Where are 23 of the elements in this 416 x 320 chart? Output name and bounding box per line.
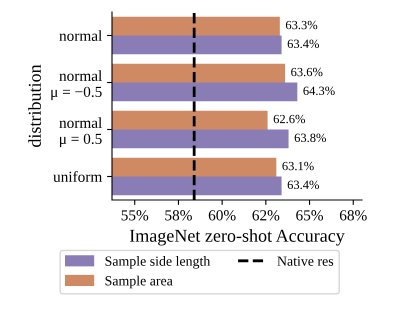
- data-label: 62.6%: [274, 114, 306, 124]
- legend-label: Sample side length: [106, 256, 210, 269]
- data-label: 63.1%: [282, 162, 314, 170]
- x-tick-label: 68%: [340, 210, 367, 221]
- data-label: 63.4%: [288, 180, 319, 190]
- y-tick-label: normal μ = 0.5: [59, 117, 102, 148]
- data-label: 63.8%: [294, 134, 326, 142]
- legend-label: Native res: [277, 256, 334, 266]
- data-label: 63.4%: [288, 40, 319, 48]
- y-tick-label: normal: [59, 30, 102, 41]
- x-tick-label: 65%: [296, 210, 324, 221]
- legend-label: Sample area: [106, 276, 173, 288]
- data-label: 64.3%: [303, 86, 335, 96]
- x-tick-label: 55%: [122, 210, 148, 221]
- x-axis-title: ImageNet zero-shot Accuracy: [130, 229, 345, 246]
- y-axis-title: distribution: [28, 64, 41, 147]
- x-tick-label: 60%: [208, 210, 236, 221]
- data-label: 63.6%: [291, 68, 322, 76]
- data-label: 63.3%: [286, 20, 318, 30]
- y-tick-label: normal μ = −0.5: [51, 70, 102, 100]
- y-tick-label: uniform: [53, 171, 102, 182]
- x-tick-label: 58%: [165, 210, 192, 221]
- x-tick-label: 62%: [252, 210, 280, 221]
